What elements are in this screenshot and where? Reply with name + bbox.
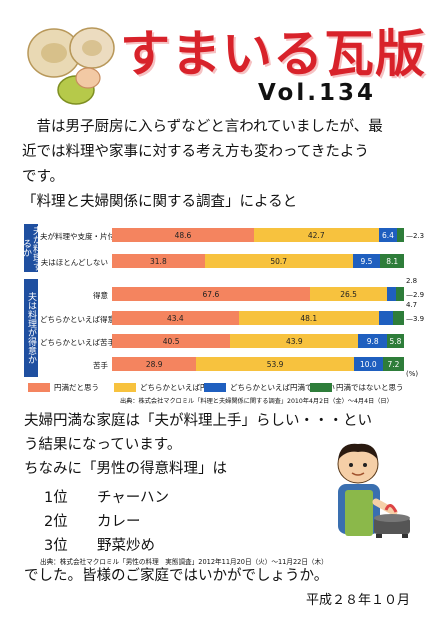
chart-segment: 5.8 — [387, 334, 404, 348]
chart-segment: 67.6 — [112, 287, 310, 301]
ranking-source: 出典：株式会社マクロミル「男性の料理 実態調査」2012年11月20日（火）～1… — [40, 558, 328, 566]
chart-legend-item: 円満ではないと思う — [310, 382, 404, 393]
chart-segment: 9.5 — [352, 254, 381, 268]
chart-segment — [387, 287, 396, 301]
legend-swatch — [310, 383, 332, 392]
chart-bar: 28.9 53.9 10.0 7.2 — [112, 357, 404, 371]
chart-bar: 48.6 42.7 6.4 — [112, 228, 404, 242]
body-line-2: う結果になっています。 — [24, 437, 182, 453]
chart-segment — [378, 311, 393, 325]
chart-legend-item: どちらかといえば円満ではない — [204, 382, 335, 393]
nuts-illustration-icon — [27, 27, 115, 105]
chart-segment: 7.2 — [382, 357, 404, 371]
dish-name: 野菜炒め — [96, 538, 155, 554]
rank-label: 2位 — [44, 514, 68, 530]
chart-segment: 40.5 — [112, 334, 231, 348]
header: すまいる瓦版 Vol.134 — [0, 0, 437, 110]
legend-swatch — [114, 383, 136, 392]
chart-data-label: 4.7 — [406, 301, 418, 309]
chart-segment: 9.8 — [358, 334, 388, 348]
dish-name: チャーハン — [96, 490, 170, 506]
rank-label: 3位 — [44, 538, 68, 554]
chart-bar: 43.4 48.1 — [112, 311, 404, 325]
cooking-man-illustration-icon — [337, 443, 410, 538]
chart-group-label: 夫は料理が得意か — [24, 279, 38, 377]
chart-segment — [395, 287, 404, 301]
ranking-item: 3位 野菜炒め — [44, 534, 155, 555]
chart-category-label: どちらかといえば得意 — [40, 315, 115, 324]
chart-segment: 31.8 — [112, 254, 205, 268]
legend-label: 円満ではないと思う — [336, 383, 404, 392]
legend-label: どちらかといえば円満ではない — [230, 383, 335, 392]
chart-segment — [397, 228, 404, 242]
chart-group-label: 夫が料理するか — [21, 224, 41, 272]
chart-category-label: どちらかといえば苦手 — [40, 338, 115, 347]
legend-label: 円満だと思う — [54, 383, 99, 392]
issue-date: 平成２８年１０月 — [306, 593, 411, 608]
chart-legend-item: 円満だと思う — [28, 382, 99, 393]
chart-data-label: —3.9 — [406, 315, 425, 323]
chart-data-label: —2.9 — [406, 291, 425, 299]
newsletter-title: すまいる瓦版 — [120, 24, 426, 83]
survey-chart: 夫が料理するか 夫は料理が得意か 夫が料理や支度・片付けをする —2.3 48.6 42.… — [21, 224, 425, 405]
chart-segment — [392, 311, 404, 325]
intro-line-4: 「料理と夫婦関係に関する調査」によると — [22, 194, 298, 210]
chart-category-label: 夫はほとんどしない — [40, 258, 108, 267]
chart-segment: 48.6 — [112, 228, 254, 242]
chart-category-label: 苦手 — [93, 361, 108, 370]
intro-line-3: です。 — [22, 169, 65, 185]
intro-line-1: 昔は男子厨房に入らずなどと言われていましたが、最 — [22, 119, 383, 135]
chart-segment: 43.9 — [230, 334, 359, 348]
chart-segment: 8.1 — [380, 254, 404, 268]
body-line-3: ちなみに「男性の得意料理」は — [24, 461, 227, 477]
chart-data-label: —2.3 — [406, 232, 425, 240]
chart-segment: 6.4 — [378, 228, 398, 242]
chart-segment: 28.9 — [112, 357, 197, 371]
chart-legend-item: どちらかといえば円満 — [114, 382, 215, 393]
chart-bar: 40.5 43.9 9.8 5.8 — [112, 334, 404, 348]
chart-unit: (%) — [406, 370, 419, 378]
chart-segment: 10.0 — [353, 357, 383, 371]
legend-label: どちらかといえば円満 — [140, 383, 215, 392]
closing-text: でした。皆様のご家庭ではいかがでしょうか。 — [24, 568, 329, 584]
ranking-item: 1位 チャーハン — [44, 486, 169, 507]
volume-number: Vol.134 — [258, 80, 376, 106]
legend-swatch — [28, 383, 50, 392]
chart-category-label: 夫が料理や支度・片付けをする — [40, 232, 145, 241]
chart-segment: 42.7 — [253, 228, 379, 242]
chart-segment: 50.7 — [204, 254, 353, 268]
chart-category-label: 得意 — [93, 291, 108, 300]
dish-name: カレー — [96, 514, 141, 530]
chart-source: 出典：株式会社マクロミル「料理と夫婦関係に関する調査」2010年4月2日（金）～… — [120, 398, 393, 405]
ranking-item: 2位 カレー — [44, 510, 140, 531]
body-line-1: 夫婦円満な家庭は「夫が料理上手」らしい・・・とい — [24, 413, 372, 429]
chart-segment: 43.4 — [112, 311, 239, 325]
chart-bar: 67.6 26.5 — [112, 287, 404, 301]
chart-bar: 31.8 50.7 9.5 8.1 — [112, 254, 404, 268]
chart-segment: 48.1 — [238, 311, 379, 325]
chart-segment: 26.5 — [309, 287, 388, 301]
rank-label: 1位 — [44, 490, 68, 506]
intro-line-2: 近では料理や家事に対する考え方も変わってきたよう — [22, 144, 369, 160]
chart-data-label: 2.8 — [406, 277, 418, 285]
chart-segment: 53.9 — [196, 357, 354, 371]
legend-swatch — [204, 383, 226, 392]
